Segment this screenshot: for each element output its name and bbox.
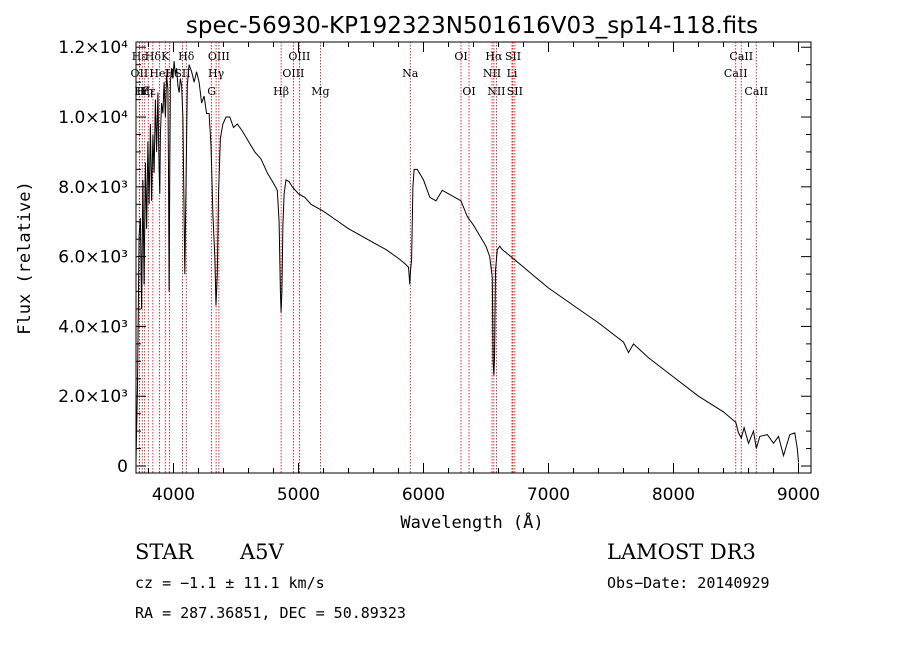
y-tick-label-0: 0 — [117, 457, 128, 477]
chart-title: spec-56930-KP192323N501616V03_sp14-118.f… — [186, 13, 758, 39]
line-label-10: Hδ — [178, 50, 195, 63]
line-label-3: Hη — [137, 85, 153, 98]
y-tick-label-6: 1.2×10⁴ — [58, 38, 128, 58]
line-label-21: NII — [483, 67, 501, 80]
line-label-20: OI — [462, 85, 475, 98]
x-tick-label-5: 9000 — [777, 485, 820, 505]
line-label-24: Li — [507, 67, 518, 80]
x-tick-label-0: 4000 — [152, 485, 195, 505]
line-label-18: Na — [402, 67, 419, 80]
line-label-26: SII — [507, 85, 523, 98]
x-tick-label-4: 8000 — [652, 485, 695, 505]
survey-name: LAMOST DR3 — [607, 540, 756, 564]
y-tick-label-4: 8.0×10³ — [58, 178, 128, 198]
line-label-13: G — [207, 85, 216, 98]
y-tick-label-1: 2.0×10³ — [58, 387, 128, 407]
x-tick-label-1: 5000 — [277, 485, 320, 505]
line-label-1: OII — [131, 67, 149, 80]
y-tick-label-3: 6.0×10³ — [58, 248, 128, 268]
line-label-22: Hα — [485, 50, 503, 63]
line-label-28: CaII — [729, 50, 753, 63]
line-label-14: Hβ — [273, 85, 289, 98]
y-tick-label-2: 4.0×10³ — [58, 317, 128, 337]
line-label-5: Hδ — [145, 50, 162, 63]
y-tick-label-5: 1.0×10⁴ — [58, 108, 128, 128]
line-label-2: Hζ — [134, 85, 150, 98]
line-label-8: H — [165, 67, 175, 80]
line-label-12: Hγ — [208, 67, 225, 80]
line-label-7: K — [161, 50, 170, 63]
line-label-11: OIII — [208, 50, 230, 63]
line-label-0: Hε — [132, 50, 148, 63]
x-tick-label-3: 7000 — [527, 485, 570, 505]
line-label-19: OI — [454, 50, 467, 63]
x-tick-label-2: 6000 — [402, 485, 445, 505]
object-class: STAR — [135, 540, 194, 564]
line-label-16: OIII — [288, 50, 310, 63]
redshift-cz: cz = −1.1 ± 11.1 km/s — [135, 574, 325, 592]
line-label-15: OIII — [282, 67, 304, 80]
line-label-4: Hε — [141, 85, 157, 98]
axis-ticks: 4000 5000 6000 7000 8000 9000 0 2.0×10³ 4.0×10³ 6… — [58, 38, 820, 505]
x-axis-label: Wavelength (Å) — [400, 511, 543, 533]
line-label-23: NII — [487, 85, 505, 98]
plot-frame — [135, 41, 812, 474]
flux-series-line — [135, 61, 799, 463]
y-axis-label: Flux (relative) — [15, 181, 35, 335]
line-label-27: CaII — [724, 67, 748, 80]
line-label-6: HeI — [149, 67, 169, 80]
line-label-29: CaII — [744, 85, 768, 98]
line-label-25: SII — [505, 50, 521, 63]
line-label-17: Mg — [311, 85, 329, 98]
coordinates: RA = 287.36851, DEC = 50.89323 — [135, 604, 406, 622]
observation-date: Obs−Date: 20140929 — [607, 574, 770, 592]
object-subclass: A5V — [240, 540, 284, 564]
